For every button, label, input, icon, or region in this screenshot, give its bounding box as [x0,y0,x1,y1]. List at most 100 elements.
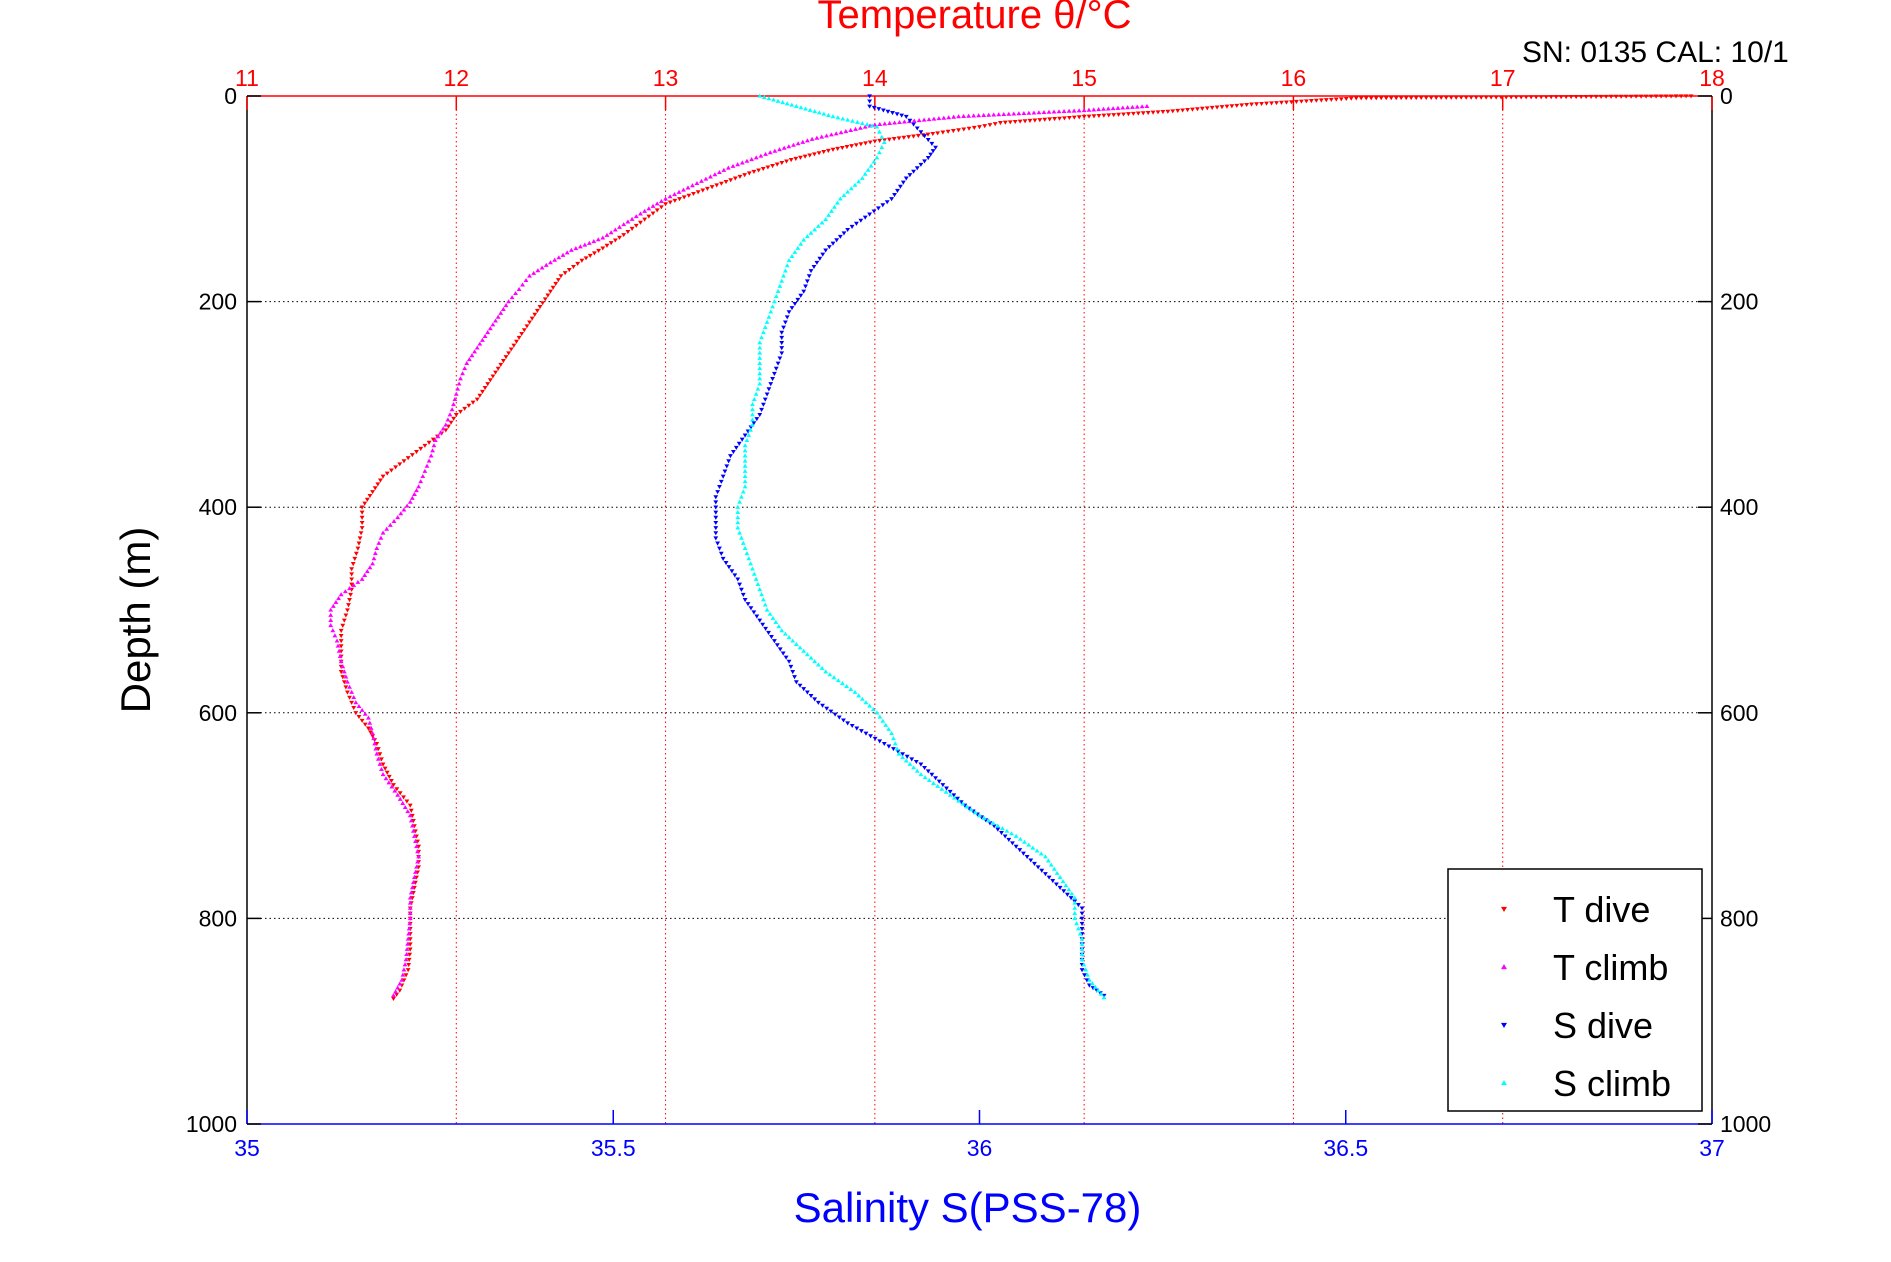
data-point [367,493,373,499]
data-point [404,503,410,508]
data-point [1353,96,1359,101]
data-point [795,245,801,250]
data-point [1121,112,1126,117]
data-point [757,376,763,381]
data-point [542,297,548,302]
data-point [859,121,865,126]
data-point [750,412,755,417]
data-point [740,489,746,494]
data-point [931,116,937,121]
data-point [801,237,807,242]
data-point [996,112,1002,117]
data-point [767,150,773,155]
data-point [786,310,792,315]
data-point [1593,94,1599,99]
data-point [1468,95,1474,100]
data-point [904,754,910,759]
data-point [1110,106,1116,111]
data-point [868,163,874,168]
data-point [925,156,931,161]
data-point [587,253,593,258]
data-point [400,972,406,977]
data-point [349,700,355,705]
data-point [768,309,774,314]
data-point [508,347,514,352]
data-point [1229,104,1235,109]
data-point [867,140,873,145]
data-point [1338,97,1344,102]
data-point [1553,95,1559,100]
data-point [922,159,927,164]
data-point [372,741,378,746]
data-point [775,288,781,293]
data-point [699,178,704,183]
data-point [892,741,898,746]
data-point [1478,95,1484,100]
data-point [897,184,903,189]
data-point [330,628,336,633]
data-point [443,422,449,427]
data-point [725,165,731,170]
data-point [817,256,823,261]
data-point [359,707,365,712]
data-point [462,366,468,371]
data-point [386,774,392,779]
data-point [407,921,413,926]
data-point [750,422,755,427]
data-point [713,526,719,531]
data-point [868,734,873,739]
data-point [748,561,753,566]
data-point [1092,984,1098,989]
data-point [788,664,794,669]
data-point [840,116,846,121]
legend-label-s-climb: S climb [1553,1063,1671,1104]
legend-box [1447,868,1703,1112]
data-point [451,402,456,407]
data-point [406,957,412,962]
data-point [503,303,509,308]
data-point [749,156,755,162]
data-point [1274,101,1279,106]
data-point [784,159,789,164]
data-point [348,592,353,597]
data-point [991,112,997,117]
data-point [784,263,790,268]
data-point [766,314,772,319]
data-point [347,586,352,591]
data-point [708,174,713,179]
data-point [877,138,883,143]
data-point [466,403,472,408]
data-point [779,278,785,283]
data-point [506,351,512,356]
data-point [826,212,832,217]
data-point [941,115,947,120]
data-point [728,178,734,183]
data-point [930,149,936,154]
data-point [1028,858,1034,863]
data-point [448,420,454,425]
data-point [516,335,522,340]
data-point [830,147,836,152]
data-point [783,655,789,660]
data-point [713,536,719,541]
data-point [338,639,344,644]
data-point [1673,94,1679,99]
data-point [929,772,935,777]
data-point [432,437,438,443]
data-point [368,730,373,735]
data-point [713,515,719,520]
temperature-tick-label: 14 [862,65,888,91]
data-point [1072,900,1078,905]
data-point [742,458,748,463]
series-s-dive [713,94,1107,998]
data-point [881,741,887,747]
data-point [782,320,788,325]
data-point [336,648,342,653]
data-point [769,635,774,640]
data-point [789,306,795,311]
data-point [1180,108,1186,113]
data-point [1289,100,1294,105]
data-point [998,121,1003,126]
data-point [871,209,877,214]
